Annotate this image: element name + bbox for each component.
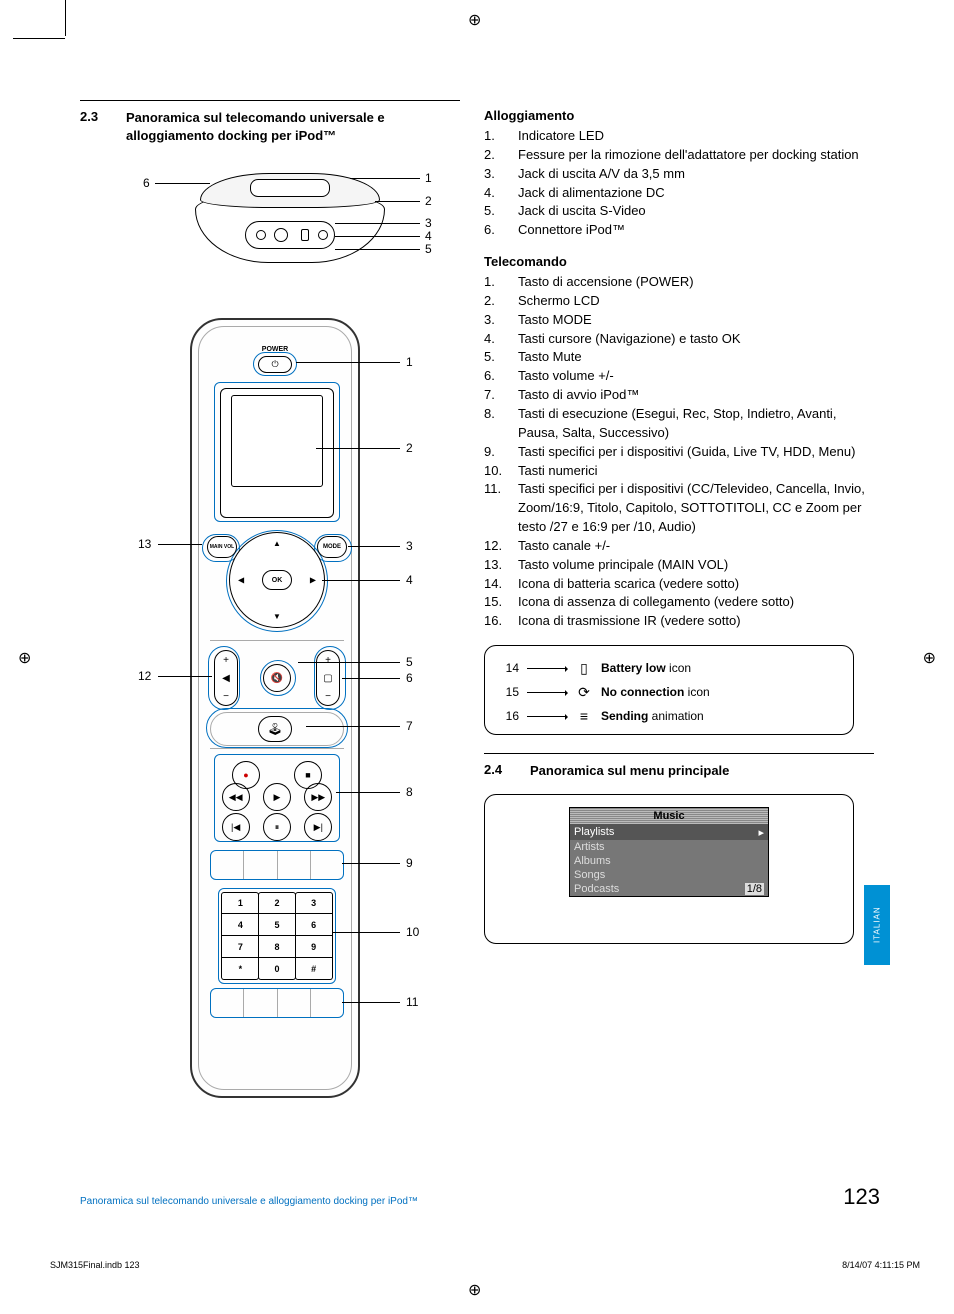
lcd-icons-legend: 14 ▯ Battery low icon 15 ⟳ No connection… [484,645,854,735]
remote-callout: 5 [406,655,413,669]
icon-legend-num: 16 [499,709,519,723]
remote-callout: 7 [406,719,413,733]
remote-callout: 8 [406,785,413,799]
key-7: 7 [221,936,259,958]
menu-item: Albums [570,854,768,868]
prev-button-icon: |◀ [222,813,250,841]
rewind-button-icon: ◀◀ [222,783,250,811]
dock-callout: 6 [143,176,150,190]
key-0: 0 [258,958,296,980]
forward-button-icon: ▶▶ [304,783,332,811]
play-button-icon: ▶ [263,783,291,811]
key-hash: # [295,958,333,980]
key-2: 2 [258,892,296,914]
dock-callout: 4 [425,229,432,243]
key-9: 9 [295,936,333,958]
menu-item: Playlists▸ [570,825,768,840]
print-metadata: SJM315Final.indb 123 8/14/07 4:11:15 PM [50,1260,920,1270]
pause-button-icon: ⏸ [263,813,291,841]
icon-legend-num: 15 [499,685,519,699]
icon-legend-label: No connection icon [601,685,710,699]
section-header: 2.3 Panoramica sul telecomando universal… [80,100,460,144]
key-1: 1 [221,892,259,914]
crop-mark [13,38,65,39]
section-header-2: 2.4 Panoramica sul menu principale [484,753,874,780]
dock-callout: 5 [425,242,432,256]
dock-subhead: Alloggiamento [484,108,874,123]
footer-text: Panoramica sul telecomando universale e … [80,1196,418,1207]
power-button-icon: ⏻ [258,356,292,373]
remote-callout: 4 [406,573,413,587]
crop-mark [65,0,66,36]
down-arrow-icon: ▼ [273,612,281,621]
dpad: ▲ ▼ ◀ ▶ OK [229,532,325,628]
icon-legend-label: Battery low icon [601,661,691,675]
page-number: 123 [843,1184,880,1210]
dock-callout: 1 [425,171,432,185]
device-buttons-group [210,850,344,880]
remote-callout: 3 [406,539,413,553]
battery-low-icon: ▯ [575,660,593,677]
key-5: 5 [258,914,296,936]
bottom-buttons-group [210,988,344,1018]
mute-button-icon: 🔇 [263,664,291,692]
section-number: 2.4 [484,762,514,780]
power-label: POWER [262,346,288,353]
dock-callout: 3 [425,216,432,230]
remote-list: 1.Tasto di accensione (POWER) 2.Schermo … [484,273,874,631]
up-arrow-icon: ▲ [273,539,281,548]
dock-callout: 2 [425,194,432,208]
icon-legend-num: 14 [499,661,519,675]
remote-callout: 10 [406,925,419,939]
volume-rocker: +▢− [316,650,340,706]
registration-mark-icon: ⊕ [468,1280,481,1300]
playback-buttons-group: ● ■ ◀◀ ▶ ▶▶ |◀ ⏸ ▶| [214,754,340,842]
registration-mark-icon: ⊕ [468,10,481,30]
remote-control-diagram: POWER ⏻ MAIN VOL MODE ▲ ▼ ◀ ▶ [80,318,460,1108]
key-3: 3 [295,892,333,914]
no-connection-icon: ⟳ [575,684,593,701]
next-button-icon: ▶| [304,813,332,841]
menu-item: Podcasts 1/8 [570,882,768,896]
lcd-screen-icon [220,388,334,518]
menu-item: Songs [570,868,768,882]
mode-button: MODE [317,536,347,558]
ok-button: OK [262,570,292,590]
print-file: SJM315Final.indb 123 [50,1260,140,1270]
menu-title: Music [570,808,768,825]
right-arrow-icon: ▶ [310,576,316,585]
dock-list: 1.Indicatore LED 2.Fessure per la rimozi… [484,127,874,240]
mainvol-button: MAIN VOL [207,536,237,558]
remote-callout: 9 [406,856,413,870]
left-arrow-icon: ◀ [238,576,244,585]
section-title: Panoramica sul telecomando universale e … [126,109,460,144]
remote-subhead: Telecomando [484,254,874,269]
registration-mark-icon: ⊕ [923,648,936,668]
registration-mark-icon: ⊕ [18,648,31,668]
remote-callout: 11 [406,995,418,1009]
section-number: 2.3 [80,109,110,144]
menu-item: Artists [570,840,768,854]
remote-callout: 6 [406,671,413,685]
remote-callout: 13 [138,537,151,551]
sending-icon: ≡ [575,708,593,724]
key-8: 8 [258,936,296,958]
remote-callout: 1 [406,355,413,369]
key-6: 6 [295,914,333,936]
ipod-button-icon: 🕹 [258,716,292,742]
icon-legend-label: Sending animation [601,709,704,723]
page-footer: Panoramica sul telecomando universale e … [80,1184,880,1210]
print-date: 8/14/07 4:11:15 PM [842,1260,920,1270]
channel-rocker: +◀− [214,650,238,706]
language-tab: ITALIAN [864,885,890,965]
docking-station-diagram: PHILIPS 1 2 3 4 [80,158,460,288]
numeric-keypad: 1 2 3 4 5 6 7 8 9 [222,892,332,980]
remote-callout: 12 [138,669,151,683]
key-star: * [221,958,259,980]
remote-callout: 2 [406,441,413,455]
main-menu-screenshot: Music Playlists▸ Artists Albums Songs Po… [484,794,854,944]
key-4: 4 [221,914,259,936]
section-title: Panoramica sul menu principale [530,762,874,780]
